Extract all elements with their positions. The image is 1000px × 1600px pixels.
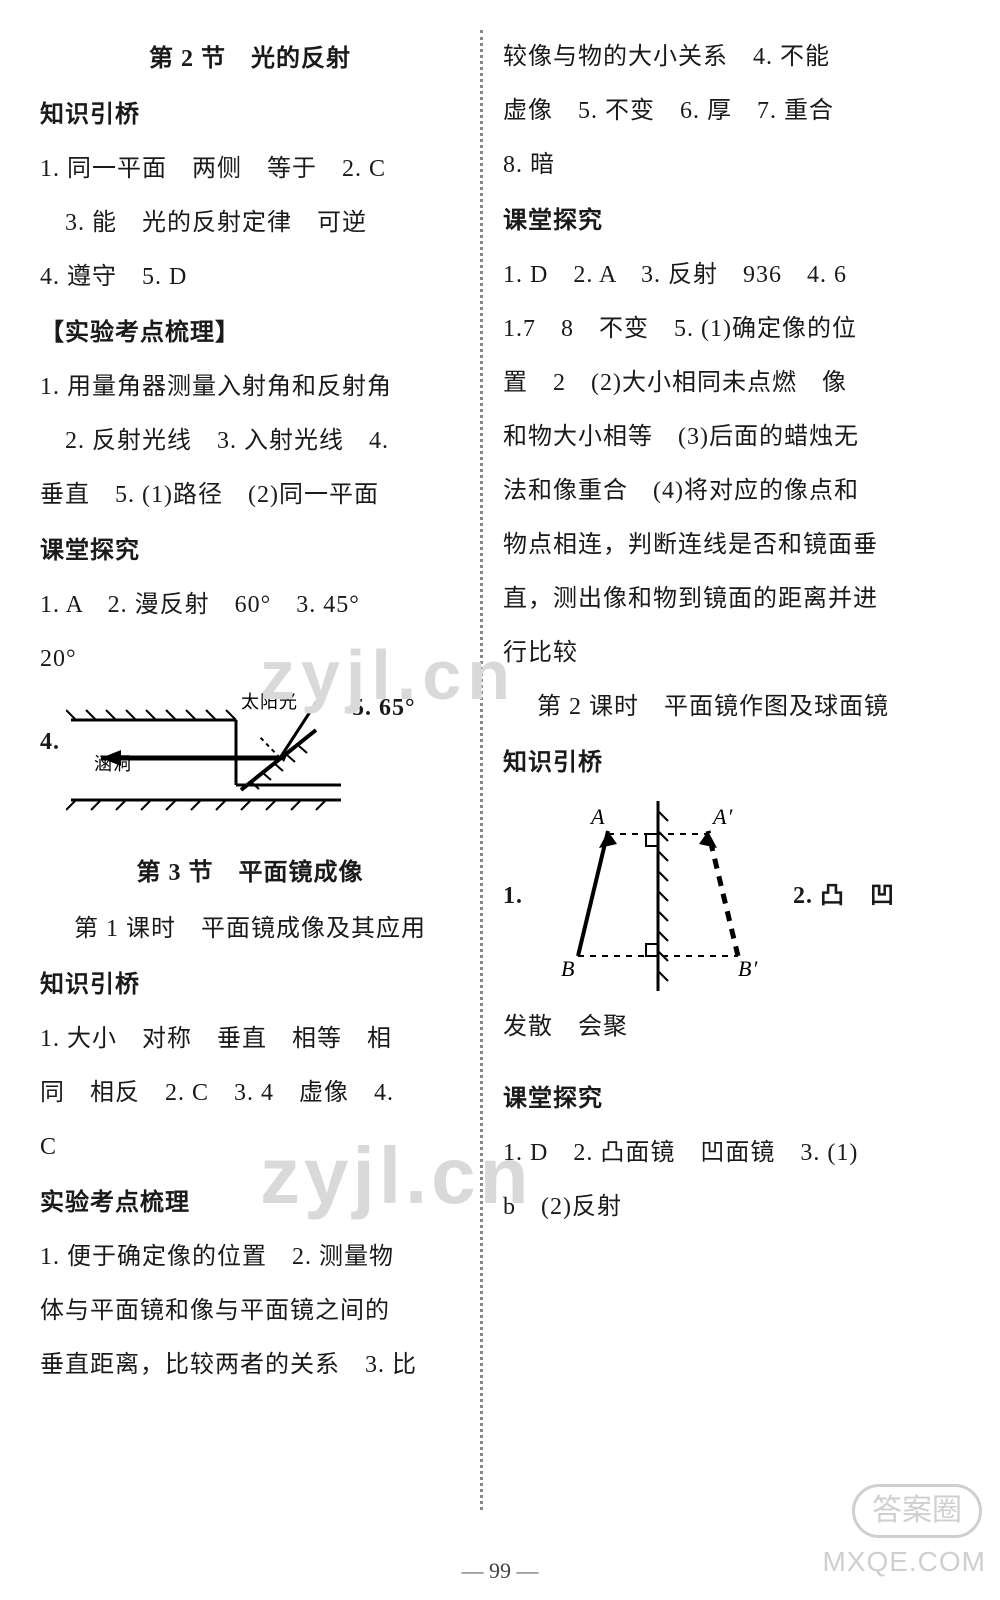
- section-3-title: 第 3 节 平面镜成像: [40, 846, 460, 900]
- answer-line: 同 相反 2. C 3. 4 虚像 4.: [40, 1066, 460, 1120]
- reflection-diagram: 太阳光 涵洞: [66, 690, 346, 840]
- answer-line: 1.7 8 不变 5. (1)确定像的位: [503, 302, 923, 356]
- answer-line: 置 2 (2)大小相同未点燃 像: [503, 356, 923, 410]
- answer-line: 20°: [40, 632, 460, 686]
- mirror-image-diagram: A A′ B B′: [533, 796, 783, 996]
- answer-line: 1. 同一平面 两侧 等于 2. C: [40, 142, 460, 196]
- answer-line: 物点相连，判断连线是否和镜面垂: [503, 518, 923, 572]
- heading-zhishi-1: 知识引桥: [40, 88, 460, 142]
- answer-line: 体与平面镜和像与平面镜之间的: [40, 1284, 460, 1338]
- answer-line: 1. 便于确定像的位置 2. 测量物: [40, 1230, 460, 1284]
- heading-zhishi-r: 知识引桥: [503, 736, 923, 790]
- answer-line: 8. 暗: [503, 138, 923, 192]
- answer-line: b (2)反射: [503, 1180, 923, 1234]
- site-text: MXQE.COM: [822, 1546, 986, 1578]
- left-column: 第 2 节 光的反射 知识引桥 1. 同一平面 两侧 等于 2. C 3. 能 …: [40, 30, 480, 1510]
- page-root: 第 2 节 光的反射 知识引桥 1. 同一平面 两侧 等于 2. C 3. 能 …: [0, 0, 1000, 1600]
- right-column: 较像与物的大小关系 4. 不能 虚像 5. 不变 6. 厚 7. 重合 8. 暗…: [483, 30, 923, 1510]
- diagram-label-A: A: [589, 804, 605, 829]
- diagram-label-B: B: [561, 956, 575, 981]
- diagram-1-row: 4.: [40, 690, 460, 840]
- badge-logo: 答案圈: [852, 1484, 982, 1538]
- section-2-title: 第 2 节 光的反射: [40, 32, 460, 86]
- heading-ketang-r2: 课堂探究: [503, 1072, 923, 1126]
- answer-line: 发散 会聚: [503, 1000, 923, 1054]
- heading-shiyan-2: 实验考点梳理: [40, 1176, 460, 1230]
- diagram-label-Ap: A′: [711, 804, 733, 829]
- section-subtitle-r: 第 2 课时 平面镜作图及球面镜: [503, 680, 923, 734]
- diagram-label-sun: 太阳光: [241, 692, 298, 712]
- heading-zhishi-2: 知识引桥: [40, 958, 460, 1012]
- diagram-1-lead-number: 4.: [40, 690, 60, 754]
- columns-container: 第 2 节 光的反射 知识引桥 1. 同一平面 两侧 等于 2. C 3. 能 …: [40, 30, 960, 1510]
- answer-line: 虚像 5. 不变 6. 厚 7. 重合: [503, 84, 923, 138]
- diagram-2-row: 1.: [503, 796, 923, 996]
- heading-ketang-r1: 课堂探究: [503, 194, 923, 248]
- answer-line: 法和像重合 (4)将对应的像点和: [503, 464, 923, 518]
- answer-line: 和物大小相等 (3)后面的蜡烛无: [503, 410, 923, 464]
- answer-line: 垂直 5. (1)路径 (2)同一平面: [40, 468, 460, 522]
- answer-line: 2. 反射光线 3. 入射光线 4.: [40, 414, 460, 468]
- answer-line: 1. A 2. 漫反射 60° 3. 45°: [40, 578, 460, 632]
- diagram-label-cave: 涵洞: [94, 754, 132, 774]
- answer-line: 1. D 2. 凸面镜 凹面镜 3. (1): [503, 1126, 923, 1180]
- diagram-1-after: 5. 65°: [352, 690, 416, 720]
- heading-ketang-1: 课堂探究: [40, 524, 460, 578]
- answer-line: 直，测出像和物到镜面的距离并进: [503, 572, 923, 626]
- section-3-subtitle: 第 1 课时 平面镜成像及其应用: [40, 902, 460, 956]
- diagram-2-lead-number: 1.: [503, 869, 523, 923]
- answer-line: 1. 用量角器测量入射角和反射角: [40, 360, 460, 414]
- answer-line: 行比较: [503, 626, 923, 680]
- diagram-label-Bp: B′: [738, 956, 758, 981]
- answer-line: 1. 大小 对称 垂直 相等 相: [40, 1012, 460, 1066]
- answer-line: 3. 能 光的反射定律 可逆: [40, 196, 460, 250]
- answer-line: 较像与物的大小关系 4. 不能: [503, 30, 923, 84]
- answer-line: 1. D 2. A 3. 反射 936 4. 6: [503, 248, 923, 302]
- answer-line: 4. 遵守 5. D: [40, 250, 460, 304]
- diagram-2-after: 2. 凸 凹: [793, 869, 895, 923]
- answer-line: 垂直距离，比较两者的关系 3. 比: [40, 1338, 460, 1392]
- answer-line: C: [40, 1120, 460, 1174]
- heading-shiyan-bracket: 【实验考点梳理】: [40, 306, 460, 360]
